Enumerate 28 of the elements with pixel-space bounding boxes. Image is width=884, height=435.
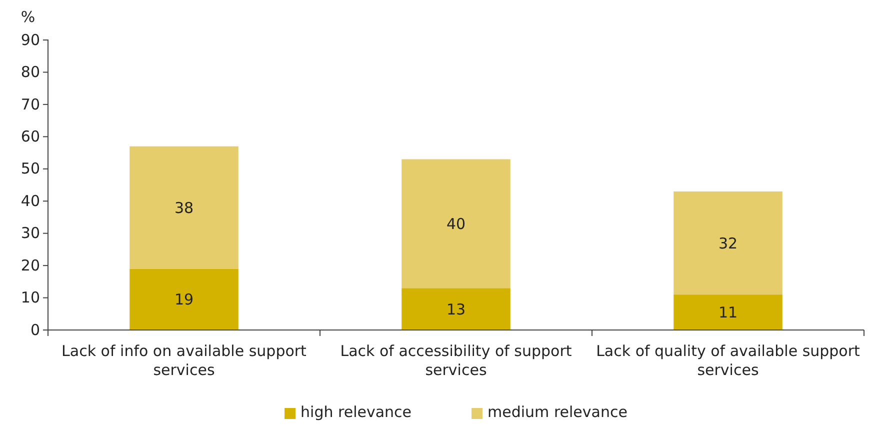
x-tick-label: Lack of quality of available support services — [596, 342, 860, 379]
bar — [402, 288, 510, 330]
y-tick-label: 20 — [20, 256, 40, 274]
y-tick-label: 60 — [20, 127, 40, 146]
y-tick-label: 50 — [20, 160, 40, 178]
data-label: 13 — [446, 300, 466, 318]
y-tick-label: 90 — [20, 30, 40, 49]
y-tick-label: 10 — [20, 288, 40, 307]
legend-label: medium relevance — [488, 403, 628, 421]
bar — [130, 268, 238, 330]
bar — [674, 191, 782, 295]
bar — [402, 159, 510, 288]
data-label: 11 — [718, 304, 738, 322]
x-tick-label: Lack of info on available support services — [62, 342, 307, 379]
x-tick-label: Lack of accessibility of support services — [340, 342, 572, 379]
y-tick-label: 30 — [20, 224, 40, 242]
data-label: 32 — [718, 234, 738, 252]
legend-label: high relevance — [300, 403, 412, 421]
bar — [130, 146, 238, 269]
data-label: 40 — [446, 214, 466, 233]
y-tick-label: 0 — [30, 320, 40, 339]
bar — [674, 294, 782, 330]
y-tick-label: 70 — [20, 95, 40, 114]
data-label: 38 — [174, 198, 194, 217]
data-label: 19 — [174, 290, 194, 309]
y-tick-label: 40 — [20, 192, 40, 210]
y-axis-title: % — [20, 8, 36, 26]
y-tick-label: 80 — [20, 63, 40, 82]
